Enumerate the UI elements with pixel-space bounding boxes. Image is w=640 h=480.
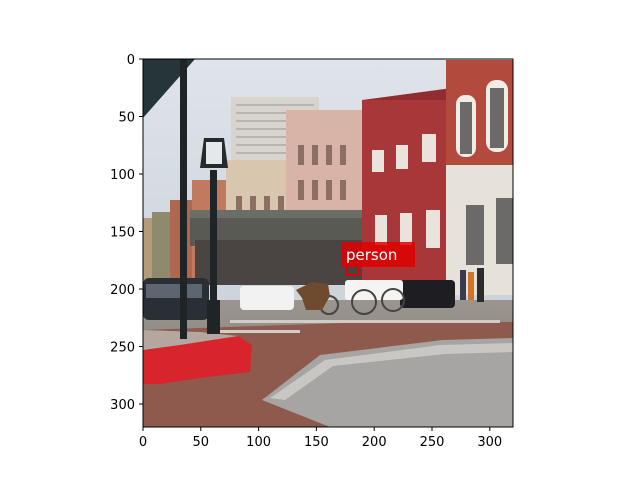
detection-label: person bbox=[346, 246, 397, 264]
x-tick-label: 100 bbox=[246, 435, 271, 450]
x-axis: 0 50 100 150 200 250 300 bbox=[139, 427, 502, 450]
y-tick-label: 0 bbox=[127, 53, 135, 68]
y-tick-label: 250 bbox=[110, 341, 135, 356]
y-tick-label: 150 bbox=[110, 226, 135, 241]
x-tick-label: 50 bbox=[193, 435, 210, 450]
street-photo: person bbox=[143, 59, 513, 427]
y-tick-label: 300 bbox=[110, 398, 135, 413]
detection-label-bg bbox=[341, 242, 415, 267]
y-tick-label: 200 bbox=[110, 283, 135, 298]
x-tick-label: 250 bbox=[420, 435, 445, 450]
x-tick-label: 300 bbox=[477, 435, 502, 450]
axes-frame bbox=[142, 58, 514, 428]
detection-person: person bbox=[341, 242, 415, 276]
x-tick-label: 200 bbox=[362, 435, 387, 450]
x-tick-label: 150 bbox=[304, 435, 329, 450]
y-tick-label: 50 bbox=[118, 111, 135, 126]
y-axis: 0 50 100 150 200 250 300 bbox=[110, 53, 143, 413]
y-tick-label: 100 bbox=[110, 168, 135, 183]
x-tick-label: 0 bbox=[139, 435, 147, 450]
